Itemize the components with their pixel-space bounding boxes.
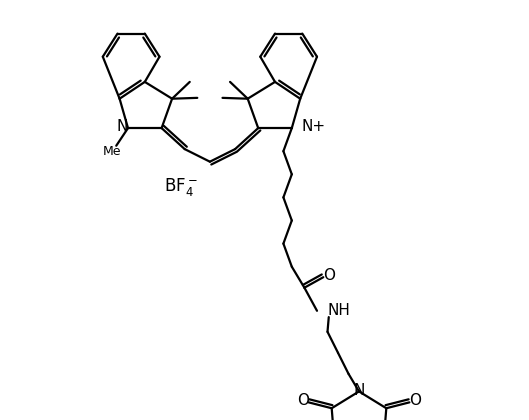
Text: N: N xyxy=(353,383,364,398)
Text: N: N xyxy=(117,119,128,134)
Text: O: O xyxy=(409,393,421,408)
Text: Me: Me xyxy=(103,145,121,158)
Text: O: O xyxy=(323,268,335,283)
Text: O: O xyxy=(297,393,309,408)
Text: BF$_4^-$: BF$_4^-$ xyxy=(163,176,197,198)
Text: N+: N+ xyxy=(301,119,325,134)
Text: NH: NH xyxy=(327,303,350,318)
